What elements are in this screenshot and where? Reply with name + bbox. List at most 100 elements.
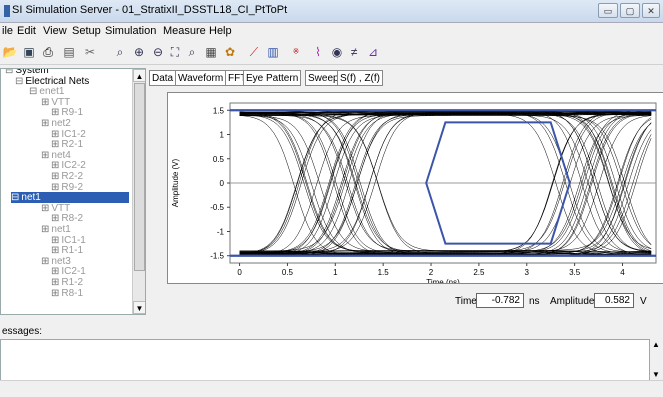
expand-toggle-icon[interactable]: ⊟ — [29, 86, 37, 97]
zoom-area-icon[interactable]: ⌕ — [184, 44, 200, 60]
expand-toggle-icon[interactable]: ⊞ — [51, 182, 59, 193]
expand-toggle-icon[interactable]: ⊞ — [51, 266, 59, 277]
tree-item[interactable]: ⊞net1 — [41, 224, 71, 235]
tree-item[interactable]: ⊞R9-1 — [51, 107, 83, 118]
expand-toggle-icon[interactable]: ⊟ — [11, 192, 19, 203]
tree-item[interactable]: ⊞VTT — [41, 97, 70, 108]
expand-toggle-icon[interactable]: ⊞ — [41, 224, 49, 235]
tree-item-label: Electrical Nets — [25, 76, 89, 87]
time-field[interactable]: -0.782 — [476, 293, 524, 308]
chart-icon[interactable]: ⊿ — [365, 44, 381, 60]
expand-toggle-icon[interactable]: ⊞ — [51, 107, 59, 118]
print-icon[interactable]: ⎙ — [40, 44, 56, 60]
tree-item-label: R1-2 — [61, 277, 83, 288]
expand-toggle-icon[interactable]: ⊞ — [41, 118, 49, 129]
expand-toggle-icon[interactable]: ⊟ — [5, 68, 13, 76]
expand-toggle-icon[interactable]: ⊞ — [51, 213, 59, 224]
tree-item[interactable]: ⊞net3 — [41, 256, 71, 267]
minimize-button[interactable]: ▭ — [598, 3, 618, 18]
eye-icon[interactable]: ⌇ — [310, 44, 326, 60]
expand-toggle-icon[interactable]: ⊞ — [51, 235, 59, 246]
expand-toggle-icon[interactable]: ⊞ — [51, 288, 59, 299]
tree-item[interactable]: ⊞R1-1 — [51, 245, 83, 256]
scroll-up-button[interactable]: ▲ — [133, 69, 146, 82]
scroll-down-button[interactable]: ▼ — [133, 301, 146, 314]
settings-icon[interactable]: ✿ — [222, 44, 238, 60]
messages-area[interactable] — [0, 339, 650, 381]
tab-data[interactable]: Data — [149, 70, 176, 86]
zoom-fit-icon[interactable]: ⌕ — [112, 44, 128, 60]
tree-item[interactable]: ⊟Electrical Nets — [15, 76, 89, 87]
menu-measure[interactable]: Measure — [163, 25, 206, 37]
save-icon[interactable]: ▣ — [21, 44, 37, 60]
tree-item[interactable]: ⊞R8-2 — [51, 213, 83, 224]
tree-scrollbar[interactable]: ▲ ▼ — [132, 69, 146, 314]
expand-toggle-icon[interactable]: ⊞ — [41, 256, 49, 267]
scroll-thumb[interactable] — [134, 83, 145, 271]
tab-eye-pattern[interactable]: Eye Pattern — [243, 70, 301, 86]
expand-toggle-icon[interactable]: ⊞ — [51, 245, 59, 256]
menu-view[interactable]: View — [43, 25, 67, 37]
menu-simulation[interactable]: Simulation — [105, 25, 156, 37]
tab-sf-zf[interactable]: S(f) , Z(f) — [337, 70, 383, 86]
expand-toggle-icon[interactable]: ⊞ — [51, 171, 59, 182]
tree-item[interactable]: ⊞IC2-1 — [51, 266, 86, 277]
tree-item[interactable]: ⊞R1-2 — [51, 277, 83, 288]
zoom-box-icon[interactable]: ⛶ — [167, 44, 183, 60]
msg-scroll-down-icon[interactable]: ▼ — [652, 370, 660, 379]
x-tick-label: 3 — [525, 268, 530, 277]
menu-help[interactable]: Help — [209, 25, 232, 37]
probe-icon[interactable]: ⟋ — [246, 44, 262, 60]
menu-setup[interactable]: Setup — [72, 25, 101, 37]
visibility-icon[interactable]: ◉ — [329, 44, 345, 60]
tree-item[interactable]: ⊞IC1-2 — [51, 129, 86, 140]
tree-item[interactable]: ⊟net1 — [11, 192, 129, 203]
tree-item[interactable]: ⊞net2 — [41, 118, 71, 129]
expand-toggle-icon[interactable]: ⊞ — [51, 139, 59, 150]
expand-toggle-icon[interactable]: ⊞ — [41, 97, 49, 108]
menu-file[interactable]: ile — [2, 25, 13, 37]
waveform-icon[interactable]: ▥ — [265, 44, 281, 60]
tree-item-label: VTT — [51, 97, 70, 108]
menu-edit[interactable]: Edit — [17, 25, 36, 37]
expand-toggle-icon[interactable]: ⊞ — [51, 160, 59, 171]
messages-label: essages: — [2, 326, 42, 337]
preview-icon[interactable]: ▤ — [61, 44, 77, 60]
no-crosstalk-icon[interactable]: ≠ — [346, 44, 362, 60]
expand-toggle-icon[interactable]: ⊟ — [15, 76, 23, 87]
zoom-out-icon[interactable]: ⊖ — [150, 44, 166, 60]
close-button[interactable]: ✕ — [642, 3, 660, 18]
tree-item[interactable]: ⊞R2-1 — [51, 139, 83, 150]
tree-item-label: R1-1 — [61, 245, 83, 256]
time-label: Time — [455, 296, 477, 307]
tree-item[interactable]: ⊞IC1-1 — [51, 235, 86, 246]
expand-toggle-icon[interactable]: ⊞ — [51, 129, 59, 140]
expand-toggle-icon[interactable]: ⊞ — [41, 203, 49, 214]
msg-scroll-up-icon[interactable]: ▲ — [652, 340, 660, 349]
tree-item-label: R8-1 — [61, 288, 83, 299]
cut-icon[interactable]: ✂ — [82, 44, 98, 60]
tree-item[interactable]: ⊞R8-1 — [51, 288, 83, 299]
tree-item-label: IC1-2 — [61, 129, 85, 140]
y-tick-label: 0 — [220, 179, 225, 188]
tree-item[interactable]: ⊞R2-2 — [51, 171, 83, 182]
tree-item[interactable]: ⊞VTT — [41, 203, 70, 214]
maximize-button[interactable]: ▢ — [620, 3, 640, 18]
expand-toggle-icon[interactable]: ⊞ — [41, 150, 49, 161]
tab-waveform[interactable]: Waveform — [175, 70, 226, 86]
table-icon[interactable]: ▦ — [203, 44, 219, 60]
zoom-in-icon[interactable]: ⊕ — [131, 44, 147, 60]
tree-item-label: R2-1 — [61, 139, 83, 150]
expand-toggle-icon[interactable]: ⊞ — [51, 277, 59, 288]
tree-item[interactable]: ⊞R9-2 — [51, 182, 83, 193]
amplitude-field[interactable]: 0.582 — [594, 293, 634, 308]
tree-item[interactable]: ⊞net4 — [41, 150, 71, 161]
tree-item[interactable]: ⊟enet1 — [29, 86, 64, 97]
tree-item[interactable]: ⊞IC2-2 — [51, 160, 86, 171]
open-folder-icon[interactable]: 📂 — [2, 44, 18, 60]
spice-icon[interactable]: ※ — [288, 44, 304, 60]
x-tick-label: 0.5 — [282, 268, 294, 277]
window-title: SI Simulation Server - 01_StratixII_DSST… — [12, 4, 287, 16]
